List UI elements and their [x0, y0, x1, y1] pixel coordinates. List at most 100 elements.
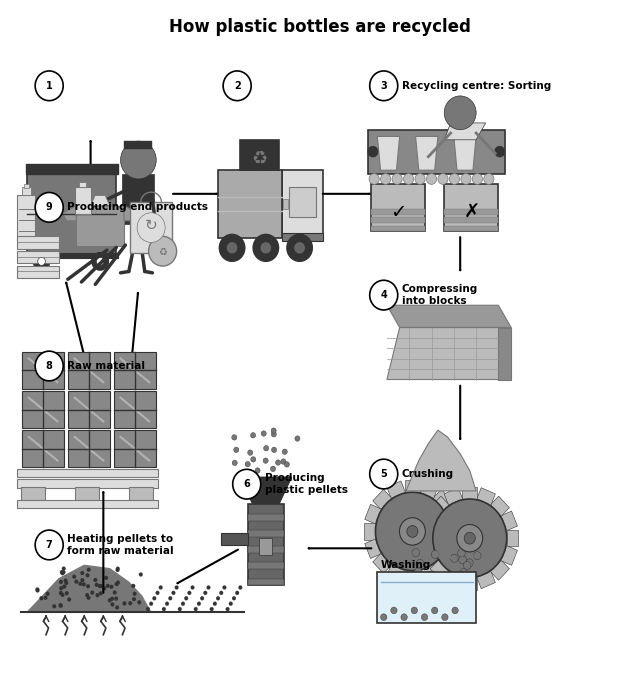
Text: ♻: ♻ — [252, 151, 268, 169]
Circle shape — [460, 568, 467, 576]
Circle shape — [276, 460, 280, 465]
Circle shape — [188, 591, 191, 595]
Circle shape — [216, 596, 220, 600]
Polygon shape — [444, 572, 463, 589]
Polygon shape — [501, 511, 517, 531]
Circle shape — [65, 581, 68, 585]
FancyBboxPatch shape — [114, 352, 156, 389]
Circle shape — [264, 445, 269, 451]
Polygon shape — [507, 530, 518, 546]
Circle shape — [438, 174, 448, 184]
FancyBboxPatch shape — [282, 170, 323, 235]
Circle shape — [59, 580, 63, 584]
Polygon shape — [499, 327, 511, 380]
Circle shape — [116, 567, 120, 571]
Circle shape — [35, 587, 39, 591]
Circle shape — [159, 586, 163, 589]
Circle shape — [392, 174, 402, 184]
Circle shape — [399, 518, 426, 545]
Circle shape — [86, 596, 90, 600]
Circle shape — [226, 607, 230, 611]
Text: 2: 2 — [234, 81, 241, 91]
Circle shape — [137, 213, 165, 243]
Circle shape — [109, 584, 113, 589]
FancyBboxPatch shape — [22, 187, 31, 195]
Circle shape — [251, 457, 256, 462]
Polygon shape — [422, 511, 438, 531]
Circle shape — [64, 578, 67, 582]
Circle shape — [255, 468, 260, 473]
FancyBboxPatch shape — [17, 479, 157, 488]
Polygon shape — [122, 174, 154, 224]
Circle shape — [172, 591, 175, 595]
Circle shape — [271, 428, 276, 433]
Circle shape — [60, 570, 64, 574]
Polygon shape — [124, 205, 138, 221]
Polygon shape — [364, 523, 376, 540]
Circle shape — [250, 433, 255, 438]
Circle shape — [220, 591, 223, 595]
FancyBboxPatch shape — [259, 538, 272, 555]
Circle shape — [426, 174, 436, 184]
Circle shape — [99, 584, 102, 588]
FancyBboxPatch shape — [289, 187, 316, 218]
Circle shape — [495, 146, 505, 157]
Circle shape — [65, 591, 68, 595]
Circle shape — [442, 614, 448, 620]
Circle shape — [281, 459, 286, 464]
Circle shape — [59, 603, 63, 607]
Circle shape — [428, 571, 436, 579]
Circle shape — [474, 552, 481, 560]
Circle shape — [175, 586, 179, 589]
FancyBboxPatch shape — [371, 184, 425, 231]
Text: 5: 5 — [380, 469, 387, 479]
Circle shape — [111, 603, 115, 606]
Circle shape — [368, 146, 378, 157]
Circle shape — [194, 607, 198, 611]
FancyBboxPatch shape — [248, 514, 284, 521]
Circle shape — [381, 174, 391, 184]
FancyBboxPatch shape — [218, 170, 282, 238]
Polygon shape — [430, 496, 449, 516]
FancyBboxPatch shape — [68, 391, 109, 428]
Circle shape — [61, 593, 65, 597]
Polygon shape — [124, 141, 152, 148]
Circle shape — [197, 601, 201, 605]
Circle shape — [116, 568, 120, 572]
Circle shape — [36, 589, 40, 593]
Circle shape — [86, 573, 90, 577]
Circle shape — [460, 578, 468, 586]
Circle shape — [162, 607, 166, 611]
Circle shape — [436, 576, 444, 584]
Circle shape — [438, 578, 446, 586]
Circle shape — [132, 597, 136, 601]
Circle shape — [284, 462, 289, 467]
FancyBboxPatch shape — [114, 430, 156, 467]
FancyBboxPatch shape — [241, 140, 278, 170]
Circle shape — [35, 193, 63, 222]
Circle shape — [457, 525, 483, 552]
FancyBboxPatch shape — [27, 174, 116, 255]
Circle shape — [401, 614, 407, 620]
Circle shape — [431, 607, 438, 614]
Polygon shape — [444, 487, 463, 505]
Circle shape — [63, 584, 66, 589]
Circle shape — [92, 253, 108, 270]
Polygon shape — [433, 553, 452, 574]
Text: ✗: ✗ — [463, 203, 480, 222]
Polygon shape — [444, 504, 460, 524]
Circle shape — [35, 530, 63, 560]
Text: Recycling centre: Sorting: Recycling centre: Sorting — [401, 81, 551, 91]
FancyBboxPatch shape — [24, 184, 29, 188]
Circle shape — [472, 174, 483, 184]
Circle shape — [458, 549, 465, 557]
FancyBboxPatch shape — [17, 237, 59, 249]
Circle shape — [295, 436, 300, 441]
Circle shape — [227, 242, 238, 254]
Circle shape — [271, 432, 276, 437]
Circle shape — [204, 591, 207, 595]
Polygon shape — [449, 523, 461, 540]
Circle shape — [86, 584, 90, 589]
Circle shape — [33, 253, 50, 270]
Polygon shape — [404, 480, 420, 492]
